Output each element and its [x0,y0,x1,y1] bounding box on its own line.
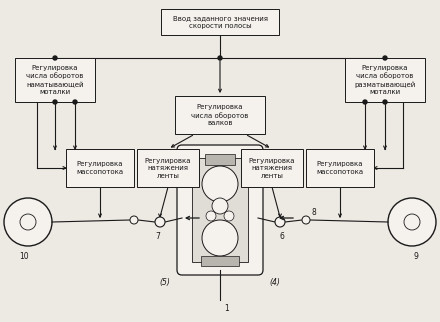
Circle shape [53,56,57,60]
Circle shape [155,217,165,227]
Circle shape [224,211,234,221]
Text: Регулировка
натяжения
ленты: Регулировка натяжения ленты [145,157,191,178]
Circle shape [4,198,52,246]
Text: Регулировка
массопотока: Регулировка массопотока [77,161,124,175]
Circle shape [73,100,77,104]
Circle shape [302,216,310,224]
Circle shape [404,214,420,230]
Text: Регулировка
натяжения
ленты: Регулировка натяжения ленты [249,157,295,178]
Circle shape [202,220,238,256]
FancyBboxPatch shape [177,145,263,275]
Text: 7: 7 [156,232,161,241]
FancyBboxPatch shape [192,158,248,262]
Text: 10: 10 [19,252,29,261]
FancyBboxPatch shape [161,9,279,35]
Circle shape [218,56,222,60]
Circle shape [388,198,436,246]
Circle shape [130,216,138,224]
FancyBboxPatch shape [137,149,199,187]
Text: (4): (4) [270,278,280,287]
Text: (5): (5) [160,278,170,287]
Circle shape [212,198,228,214]
FancyBboxPatch shape [175,96,265,134]
Circle shape [363,100,367,104]
Text: Регулировка
числа оборотов
разматывающей
моталки: Регулировка числа оборотов разматывающей… [354,65,416,95]
Text: 6: 6 [279,232,284,241]
FancyBboxPatch shape [15,58,95,102]
Circle shape [383,100,387,104]
FancyBboxPatch shape [241,149,303,187]
FancyBboxPatch shape [201,256,239,266]
Text: Регулировка
массопотока: Регулировка массопотока [316,161,363,175]
Circle shape [275,217,285,227]
FancyBboxPatch shape [66,149,134,187]
Text: 8: 8 [312,207,317,216]
Text: Регулировка
числа оборотов
наматывающей
моталки: Регулировка числа оборотов наматывающей … [26,65,84,95]
Circle shape [20,214,36,230]
Circle shape [206,211,216,221]
Text: Регулировка
числа оборотов
валков: Регулировка числа оборотов валков [191,104,249,126]
Circle shape [53,100,57,104]
Text: 1: 1 [224,304,229,313]
Circle shape [202,166,238,202]
Text: 9: 9 [414,252,418,261]
FancyBboxPatch shape [345,58,425,102]
FancyBboxPatch shape [205,154,235,165]
FancyBboxPatch shape [306,149,374,187]
Circle shape [383,56,387,60]
Text: Ввод заданного значения
скорости полосы: Ввод заданного значения скорости полосы [172,15,268,29]
